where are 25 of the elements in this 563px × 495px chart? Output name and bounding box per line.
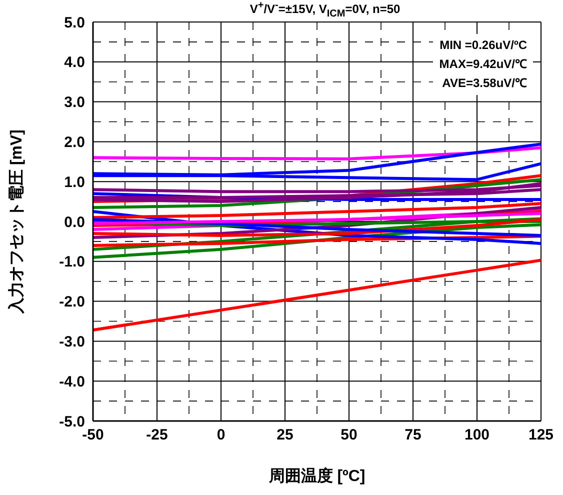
- y-tick-label: 3.0: [64, 94, 85, 112]
- x-tick-label: 25: [276, 426, 294, 444]
- y-tick-label: 4.0: [64, 54, 85, 72]
- y-tick-label: -2.0: [59, 294, 85, 311]
- y-axis-title: 入力オフセット電圧 [mV]: [8, 130, 26, 314]
- y-tick-label: -1.0: [59, 254, 85, 271]
- x-tick-label: -50: [82, 426, 104, 444]
- y-tick-label: -5.0: [59, 413, 85, 430]
- annotation: AVE=3.58uV/℃: [441, 75, 527, 92]
- x-tick-label: -25: [146, 426, 168, 444]
- x-tick-label: 100: [464, 426, 490, 444]
- y-tick-label: 1.0: [64, 174, 85, 191]
- x-tick-label: 125: [528, 426, 554, 444]
- x-axis-title: 周囲温度 [ºC]: [268, 466, 366, 485]
- x-tick-label: 75: [404, 426, 422, 444]
- y-tick-label: 2.0: [64, 134, 85, 152]
- y-tick-label: -3.0: [59, 334, 85, 351]
- y-tick-label: -4.0: [59, 373, 85, 390]
- annotation: MAX=9.42uV/℃: [439, 56, 527, 73]
- x-tick-label: 0: [216, 426, 226, 444]
- x-tick-label: 50: [340, 426, 358, 444]
- y-tick-label: 0.0: [64, 214, 85, 231]
- chart-title: V$^{+}$/V$^{-}$=±15V, V$_{ICM}$=0V, n=50: [248, 0, 402, 20]
- y-tick-label: 5.0: [64, 14, 85, 32]
- annotation: MIN =0.26uV/ºC: [439, 37, 527, 54]
